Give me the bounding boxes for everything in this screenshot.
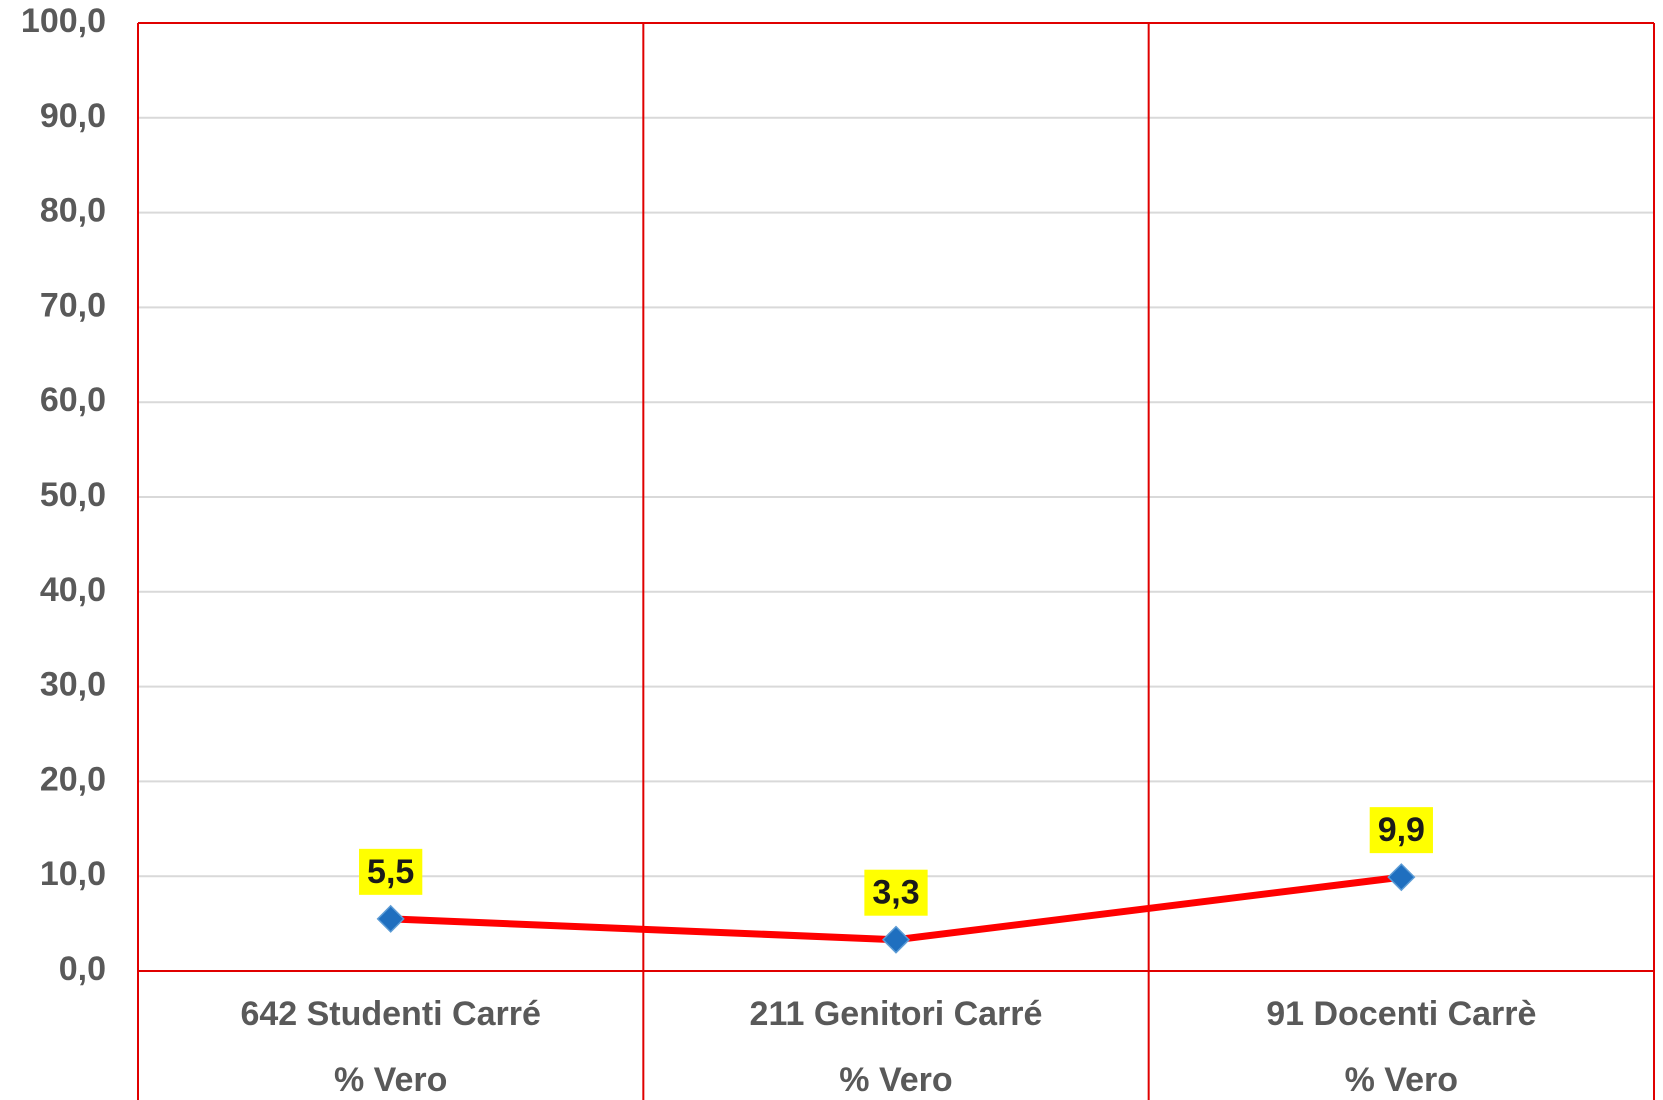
data-label-group: 3,3 bbox=[864, 869, 928, 916]
data-label-group: 9,9 bbox=[1369, 807, 1433, 854]
data-marker bbox=[1387, 863, 1416, 892]
y-tick-label: 40,0 bbox=[40, 571, 106, 609]
y-tick-label: 80,0 bbox=[40, 192, 106, 230]
x-tick-label: % Vero bbox=[1345, 1061, 1458, 1099]
y-tick-label: 50,0 bbox=[40, 476, 106, 514]
y-tick-label: 20,0 bbox=[40, 760, 106, 798]
data-label: 5,5 bbox=[367, 853, 414, 891]
y-tick-label: 90,0 bbox=[40, 97, 106, 135]
data-label: 9,9 bbox=[1378, 811, 1425, 849]
data-label-bg bbox=[359, 848, 423, 895]
data-marker bbox=[881, 925, 911, 954]
x-tick-label: % Vero bbox=[839, 1061, 952, 1099]
x-tick-label: 91 Docenti Carrè bbox=[1266, 995, 1536, 1033]
x-tick-label: % Vero bbox=[334, 1061, 447, 1099]
y-tick-label: 70,0 bbox=[40, 286, 106, 324]
y-tick-label: 100,0 bbox=[21, 2, 106, 40]
data-label-bg bbox=[1369, 807, 1433, 854]
y-tick-label: 60,0 bbox=[40, 381, 106, 419]
y-tick-label: 10,0 bbox=[40, 855, 106, 893]
data-label: 3,3 bbox=[872, 874, 919, 912]
data-label-group: 5,5 bbox=[359, 848, 423, 895]
data-label-bg bbox=[864, 869, 928, 916]
x-tick-label: 642 Studenti Carré bbox=[240, 995, 540, 1033]
y-tick-label: 0,0 bbox=[59, 950, 106, 988]
x-tick-label: 211 Genitori Carré bbox=[750, 995, 1043, 1033]
y-tick-label: 30,0 bbox=[40, 666, 106, 704]
data-marker bbox=[376, 904, 405, 933]
